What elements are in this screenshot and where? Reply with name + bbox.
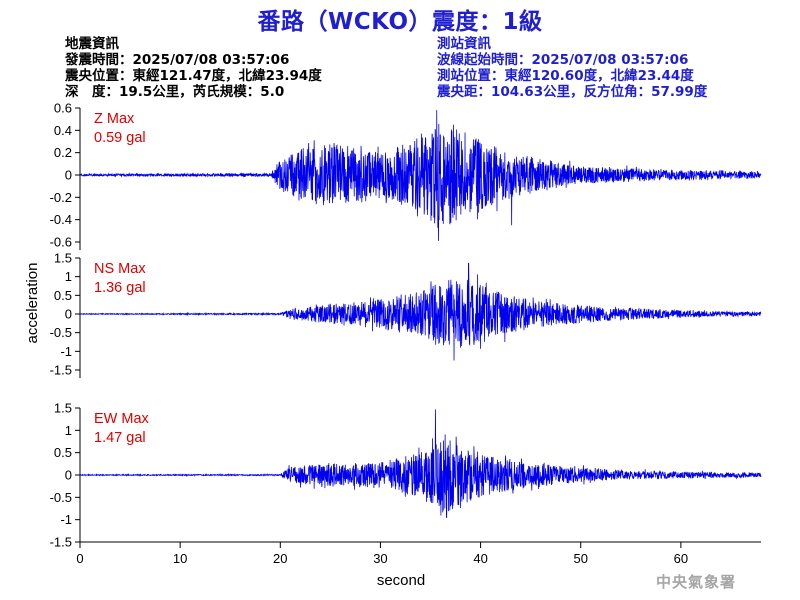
max-label-ns: NS Max <box>94 261 146 277</box>
x-tick-label: 60 <box>674 551 688 566</box>
x-tick-label: 50 <box>574 551 588 566</box>
y-tick-label-ew: 0 <box>65 468 72 483</box>
y-tick-label-z: 0.6 <box>54 101 72 116</box>
x-axis-label: second <box>377 572 425 589</box>
y-tick-label-ns: 0.5 <box>54 288 72 303</box>
y-axis-label: acceleration <box>24 263 41 344</box>
y-tick-label-z: -0.2 <box>50 190 72 205</box>
origin-time: 發震時間：2025/07/08 03:57:06 <box>65 52 290 68</box>
y-tick-label-ew: 1 <box>65 423 72 438</box>
y-tick-label-z: 0.4 <box>54 123 72 138</box>
station-location: 測站位置：東經120.60度，北緯23.44度 <box>437 68 694 84</box>
y-tick-label-z: 0 <box>65 168 72 183</box>
event-info-block: 地震資訊 發震時間：2025/07/08 03:57:06 震央位置：東經121… <box>65 36 322 100</box>
x-tick-label: 20 <box>273 551 287 566</box>
x-tick-label: 30 <box>373 551 387 566</box>
y-tick-label-ew: 1.5 <box>54 401 72 416</box>
wave-start-time: 波線起始時間：2025/07/08 03:57:06 <box>437 52 689 68</box>
x-tick-label: 40 <box>473 551 487 566</box>
waveform-ew <box>79 409 762 518</box>
y-tick-label-ns: 1 <box>65 269 72 284</box>
max-value-ew: 1.47 gal <box>94 430 146 446</box>
x-tick-label: 0 <box>76 551 83 566</box>
y-tick-label-ew: -1 <box>60 512 72 527</box>
y-tick-label-ns: -1.5 <box>50 363 72 378</box>
y-tick-label-ns: -1 <box>60 344 72 359</box>
y-tick-label-ns: 0 <box>65 307 72 322</box>
waveform-ns <box>79 262 762 361</box>
y-tick-label-ns: -0.5 <box>50 325 72 340</box>
y-tick-label-ns: 1.5 <box>54 251 72 266</box>
max-value-z: 0.59 gal <box>94 130 146 146</box>
y-tick-label-ew: -0.5 <box>50 490 72 505</box>
event-info-heading: 地震資訊 <box>65 36 119 52</box>
x-tick-label: 10 <box>173 551 187 566</box>
epicenter: 震央位置：東經121.47度，北緯23.94度 <box>65 68 322 84</box>
y-tick-label-z: -0.4 <box>50 212 72 227</box>
watermark-logo-text: 中央氣象署 <box>656 573 737 591</box>
max-label-ew: EW Max <box>94 411 150 427</box>
chart-title: 番路（WCKO）震度：1級 <box>257 9 543 35</box>
waveform-z <box>79 110 762 241</box>
y-tick-label-ew: 0.5 <box>54 445 72 460</box>
station-info-block: 測站資訊 波線起始時間：2025/07/08 03:57:06 測站位置：東經1… <box>437 36 707 100</box>
station-info-heading: 測站資訊 <box>437 36 491 52</box>
y-tick-label-ew: -1.5 <box>50 535 72 550</box>
depth-magnitude: 深 度：19.5公里，芮氏規模：5.0 <box>65 84 285 100</box>
max-value-ns: 1.36 gal <box>94 280 146 296</box>
max-label-z: Z Max <box>94 111 135 127</box>
y-tick-label-z: 0.2 <box>54 145 72 160</box>
y-tick-label-z: -0.6 <box>50 235 72 250</box>
distance-azimuth: 震央距：104.63公里，反方位角：57.99度 <box>437 84 708 100</box>
